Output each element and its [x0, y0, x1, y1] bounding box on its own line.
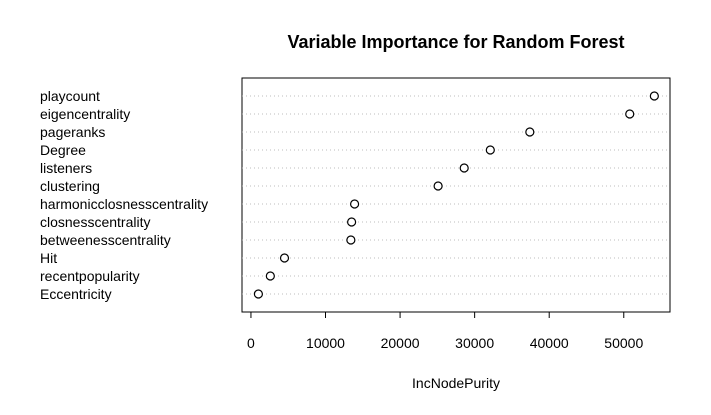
variable-label: eigencentrality: [40, 106, 130, 122]
data-point: [279, 253, 290, 263]
variable-label: Eccentricity: [40, 286, 112, 302]
variable-label: recentpopularity: [40, 268, 140, 284]
data-point: [347, 217, 357, 227]
x-axis-label: IncNodePurity: [412, 375, 500, 391]
data-points: [253, 91, 659, 299]
grid-lines: [242, 95, 670, 295]
variable-label: clustering: [40, 178, 100, 194]
data-point: [433, 181, 443, 191]
variable-label: betweenesscentrality: [40, 232, 171, 248]
x-tick-label: 40000: [530, 335, 569, 351]
variable-label: closnesscentrality: [40, 214, 151, 230]
variable-label: Hit: [40, 250, 57, 266]
variable-label: harmonicclosnesscentrality: [40, 196, 208, 212]
x-tick-label: 0: [247, 335, 255, 351]
variable-labels: playcount eigencentrality pageranks Degree l…: [40, 88, 208, 302]
data-point: [625, 109, 635, 119]
x-tick-label: 50000: [604, 335, 643, 351]
data-point: [349, 199, 360, 209]
plot-frame: [241, 77, 671, 313]
data-point: [525, 127, 535, 137]
x-tick-label: 10000: [306, 335, 345, 351]
x-axis-ticks: 0 10000 20000 30000 40000 50000: [247, 312, 643, 351]
variable-label: Degree: [40, 142, 86, 158]
data-point: [459, 163, 469, 173]
x-tick-label: 30000: [455, 335, 494, 351]
data-point: [649, 91, 659, 101]
x-tick-label: 20000: [381, 335, 420, 351]
variable-label: pageranks: [40, 124, 105, 140]
data-point: [253, 289, 264, 299]
variable-label: playcount: [40, 88, 100, 104]
data-point: [265, 271, 275, 281]
chart-title: Variable Importance for Random Forest: [287, 32, 624, 52]
data-point: [346, 235, 356, 245]
variable-label: listeners: [40, 160, 92, 176]
data-point: [485, 145, 495, 155]
